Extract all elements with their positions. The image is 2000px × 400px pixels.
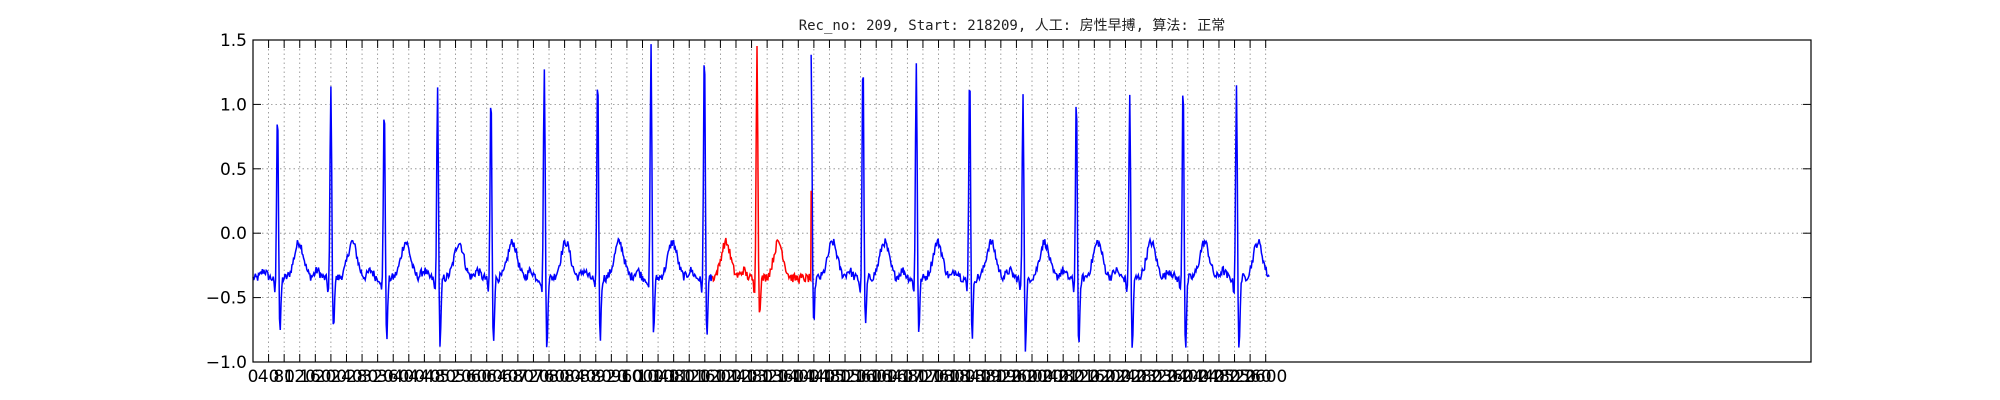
x-tick-label-38: 1520: [823, 367, 866, 387]
x-tick-label-20: 800: [548, 367, 580, 387]
x-axis: 0 408012016020024028032036040044048052056…: [248, 40, 1287, 387]
x-tick-label-8: 320: [361, 367, 393, 387]
x-tick-label-62: 2480: [1197, 367, 1240, 387]
x-tick-label-1: 40: [258, 367, 280, 387]
ecg-trace-normal-2: [810, 54, 1270, 352]
x-tick-label-53: 2120: [1057, 367, 1100, 387]
x-tick-label-18: 720: [517, 367, 549, 387]
grid-lines: [252, 39, 1811, 363]
x-tick-label-29: 1160: [683, 367, 726, 387]
x-tick-label-65: 2600: [1244, 367, 1287, 387]
x-tick-label-58: 2320: [1135, 367, 1178, 387]
x-tick-label-42: 1680: [886, 367, 929, 387]
x-tick-label-17: 680: [502, 367, 534, 387]
x-tick-label-14: 560: [455, 367, 487, 387]
x-tick-label-59: 2360: [1151, 367, 1194, 387]
x-tick-label-64: 2560: [1228, 367, 1271, 387]
x-tick-label-55: 2200: [1088, 367, 1131, 387]
x-tick-label-21: 840: [564, 367, 596, 387]
x-tick-label-12: 480: [424, 367, 456, 387]
x-tick-label-9: 360: [377, 367, 409, 387]
y-tick-label-1: −0.5: [206, 289, 247, 309]
x-tick-label-63: 2520: [1213, 367, 1256, 387]
x-tick-label-5: 200: [315, 367, 347, 387]
chart-title: Rec_no: 209, Start: 218209, 人工: 房性早搏, 算法…: [799, 17, 1226, 34]
x-tick-label-23: 920: [595, 367, 627, 387]
y-tick-label-5: 1.5: [220, 31, 247, 51]
x-tick-label-44: 1760: [917, 367, 960, 387]
x-tick-label-51: 2040: [1026, 367, 1069, 387]
x-tick-label-30: 1200: [699, 367, 742, 387]
series-layer: [252, 44, 1270, 352]
x-tick-label-15: 600: [470, 367, 502, 387]
x-tick-label-34: 1360: [761, 367, 804, 387]
x-tick-label-47: 1880: [964, 367, 1007, 387]
y-tick-label-3: 0.5: [220, 160, 247, 180]
x-tick-label-56: 2240: [1104, 367, 1147, 387]
x-tick-label-48: 1920: [979, 367, 1022, 387]
y-tick-label-4: 1.0: [220, 95, 247, 115]
x-tick-label-4: 160: [299, 367, 331, 387]
x-tick-label-13: 520: [439, 367, 471, 387]
x-tick-label-6: 240: [330, 367, 362, 387]
x-tick-label-26: 1040: [636, 367, 679, 387]
x-tick-label-45: 1800: [932, 367, 975, 387]
x-tick-label-19: 760: [533, 367, 565, 387]
x-tick-label-16: 640: [486, 367, 518, 387]
y-axis: −1.0 −0.5 0.0 0.5 1.0 1.5: [206, 31, 1811, 373]
x-tick-label-57: 2280: [1119, 367, 1162, 387]
x-tick-label-3: 120: [284, 367, 316, 387]
x-tick-label-10: 400: [393, 367, 425, 387]
x-tick-label-22: 880: [580, 367, 612, 387]
ecg-trace-premature-beat: [711, 46, 812, 313]
x-tick-label-35: 1400: [777, 367, 820, 387]
x-tick-label-39: 1560: [839, 367, 882, 387]
x-tick-label-31: 1240: [714, 367, 757, 387]
x-tick-label-40: 1600: [855, 367, 898, 387]
x-tick-label-52: 2080: [1042, 367, 1085, 387]
ecg-trace-normal-1: [252, 44, 714, 348]
x-tick-label-61: 2440: [1182, 367, 1225, 387]
x-tick-label-27: 1080: [652, 367, 695, 387]
x-tick-label-60: 2400: [1166, 367, 1209, 387]
x-tick-label-43: 1720: [901, 367, 944, 387]
x-tick-label-37: 1480: [808, 367, 851, 387]
x-tick-label-33: 1320: [746, 367, 789, 387]
x-tick-label-25: 1000: [621, 367, 664, 387]
x-tick-label-0: 0: [248, 367, 259, 387]
x-tick-label-49: 1960: [995, 367, 1038, 387]
x-tick-label-32: 1280: [730, 367, 773, 387]
y-tick-label-0: −1.0: [206, 353, 247, 373]
x-tick-label-28: 1120: [668, 367, 711, 387]
x-tick-label-50: 2000: [1010, 367, 1053, 387]
y-tick-label-2: 0.0: [220, 224, 247, 244]
x-tick-label-36: 1440: [792, 367, 835, 387]
x-tick-label-7: 280: [346, 367, 378, 387]
x-tick-label-2: 80: [273, 367, 295, 387]
x-tick-label-41: 1640: [870, 367, 913, 387]
x-tick-label-54: 2160: [1073, 367, 1116, 387]
x-tick-label-46: 1840: [948, 367, 991, 387]
x-tick-label-11: 440: [408, 367, 440, 387]
x-tick-label-24: 960: [611, 367, 643, 387]
plot-frame: [252, 39, 1812, 363]
